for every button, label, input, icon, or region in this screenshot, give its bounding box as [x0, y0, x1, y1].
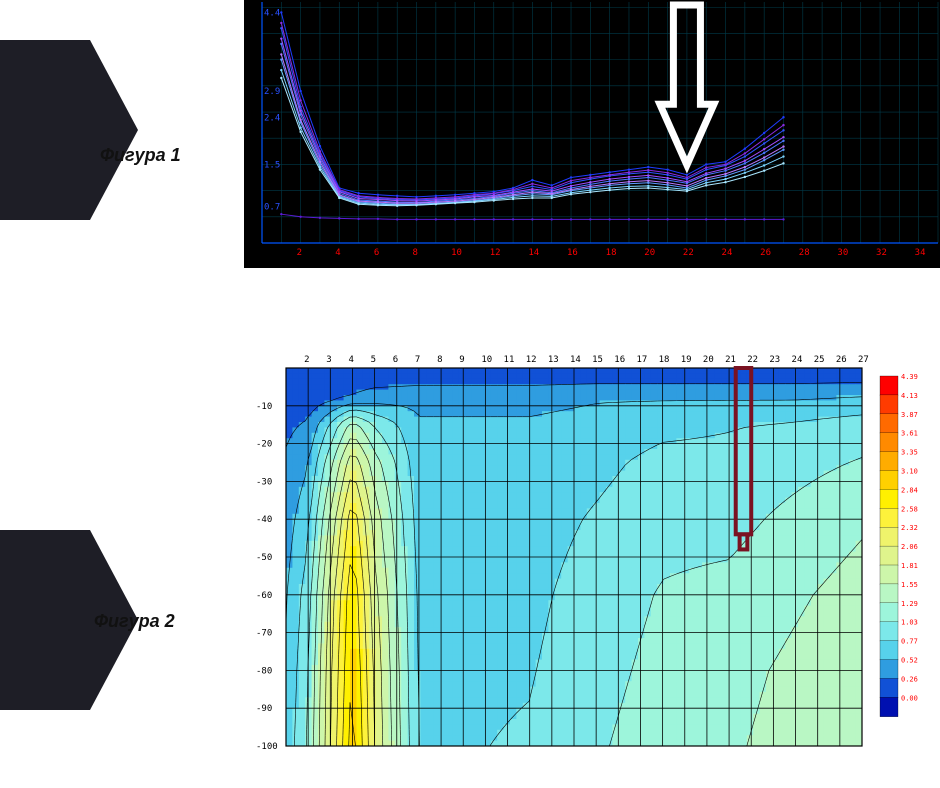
figure-label-1: Фигура 1: [100, 145, 181, 166]
line-chart-figure-1: 0.71.52.42.94.42468101214161820222426283…: [244, 0, 940, 268]
heatmap-figure-2: 2345678910111213141516171819202122232425…: [244, 346, 940, 756]
svg-text:20: 20: [644, 248, 655, 258]
svg-text:16: 16: [567, 248, 578, 258]
svg-text:32: 32: [876, 248, 887, 258]
svg-text:28: 28: [799, 248, 810, 258]
svg-text:18: 18: [606, 248, 617, 258]
svg-text:2.4: 2.4: [264, 113, 280, 123]
svg-text:4.4: 4.4: [264, 8, 280, 18]
svg-text:2.9: 2.9: [264, 87, 280, 97]
svg-text:26: 26: [760, 248, 771, 258]
svg-text:30: 30: [837, 248, 848, 258]
svg-text:8: 8: [413, 248, 418, 258]
svg-text:6: 6: [374, 248, 379, 258]
svg-text:12: 12: [490, 248, 501, 258]
svg-text:4: 4: [335, 248, 340, 258]
svg-text:10: 10: [451, 248, 462, 258]
figure-marker-1: [0, 40, 90, 220]
svg-text:2: 2: [297, 248, 302, 258]
svg-text:22: 22: [683, 248, 694, 258]
figure-marker-2: [0, 530, 90, 710]
svg-text:0.7: 0.7: [264, 202, 280, 212]
svg-text:34: 34: [915, 248, 926, 258]
svg-text:14: 14: [528, 248, 539, 258]
figure-label-2: Фигура 2: [94, 611, 175, 632]
svg-text:24: 24: [722, 248, 733, 258]
svg-text:1.5: 1.5: [264, 160, 280, 170]
